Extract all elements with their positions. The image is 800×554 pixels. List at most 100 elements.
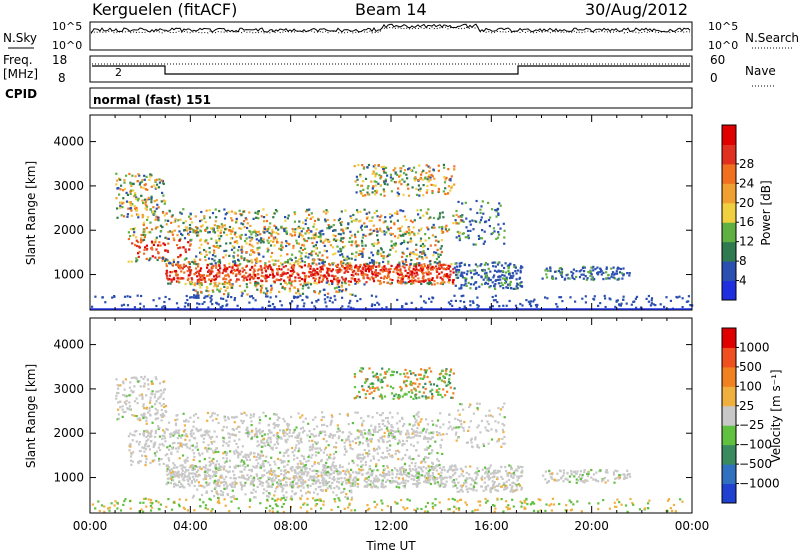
echo-cell [299,439,302,443]
echo-cell [308,446,312,449]
echo-cell [503,229,506,232]
echo-cell [301,479,305,482]
echo-cell [281,286,284,289]
echo-cell [153,459,156,462]
echo-cell [498,305,501,308]
echo-cell [243,258,246,262]
echo-cell [222,436,225,440]
echo-cell [387,268,390,271]
echo-cell [218,485,221,488]
echo-cell [202,276,205,279]
echo-cell [353,269,356,272]
echo-cell [466,229,470,232]
echo-cell [431,472,434,475]
echo-cell [225,475,228,478]
echo-cell [429,178,432,181]
echo-cell [440,245,443,248]
echo-cell [418,474,421,477]
echo-cell [267,476,270,479]
echo-cell [429,176,432,179]
echo-cell [343,441,346,444]
echo-cell [186,460,189,463]
echo-cell [213,440,216,443]
echo-cell [123,187,127,190]
echo-cell [340,221,343,224]
echo-cell [181,478,184,481]
echo-cell [261,441,264,444]
echo-cell [452,271,455,274]
echo-cell [619,267,623,271]
echo-cell [129,295,132,298]
echo-cell [166,249,169,252]
echo-cell [142,201,145,205]
echo-cell [186,278,189,281]
echo-cell [172,260,175,264]
echo-cell [150,240,154,243]
echo-cell [176,474,179,477]
echo-cell [442,485,445,488]
echo-cell [252,245,255,248]
echo-cell [347,479,350,482]
echo-cell [308,213,311,216]
echo-cell [211,254,215,257]
echo-cell [310,301,314,304]
echo-cell [224,282,227,285]
echo-cell [178,457,181,460]
echo-cell [230,217,233,220]
echo-cell [141,216,144,219]
echo-cell [275,231,278,234]
echo-cell [205,475,208,478]
echo-cell [189,270,192,273]
echo-cell [288,287,291,290]
echo-cell [154,429,157,432]
echo-cell [461,214,464,217]
echo-cell [411,432,414,435]
echo-cell [173,464,176,467]
echo-cell [301,287,304,290]
echo-cell [290,485,293,488]
echo-cell [178,480,181,483]
echo-cell [196,292,199,295]
echo-cell [469,208,472,211]
echo-cell [514,304,518,307]
echo-cell [363,449,366,452]
echo-cell [372,469,375,472]
echo-cell [224,419,227,422]
echo-cell [310,478,314,482]
echo-cell [249,230,252,233]
echo-cell [260,286,263,289]
echo-cell [310,456,313,459]
echo-cell [224,266,227,269]
echo-cell [375,191,378,194]
echo-cell [480,275,483,278]
echo-cell [435,464,438,467]
echo-cell [415,480,419,483]
echo-cell [314,291,317,294]
echo-cell [214,284,217,287]
echo-cell [185,458,188,461]
echo-cell [325,440,328,443]
echo-cell [275,475,278,478]
echo-cell [207,447,210,450]
echo-cell [218,209,221,213]
echo-cell [260,274,263,277]
echo-cell [221,282,224,286]
echo-cell [399,170,402,173]
echo-cell [161,226,164,229]
noise-sky-trace [91,23,691,33]
echo-cell [473,273,476,276]
echo-cell [404,258,407,261]
echo-cell [383,431,386,434]
echo-cell [294,446,297,449]
echo-cell [354,236,357,239]
echo-cell [197,263,200,266]
echo-cell [263,442,266,445]
echo-cell [269,273,272,276]
echo-cell [398,261,401,264]
echo-cell [411,270,414,273]
echo-cell [398,441,401,444]
echo-cell [212,462,215,465]
echo-cell [253,455,256,458]
echo-cell [378,303,381,306]
echo-cell [429,272,432,275]
